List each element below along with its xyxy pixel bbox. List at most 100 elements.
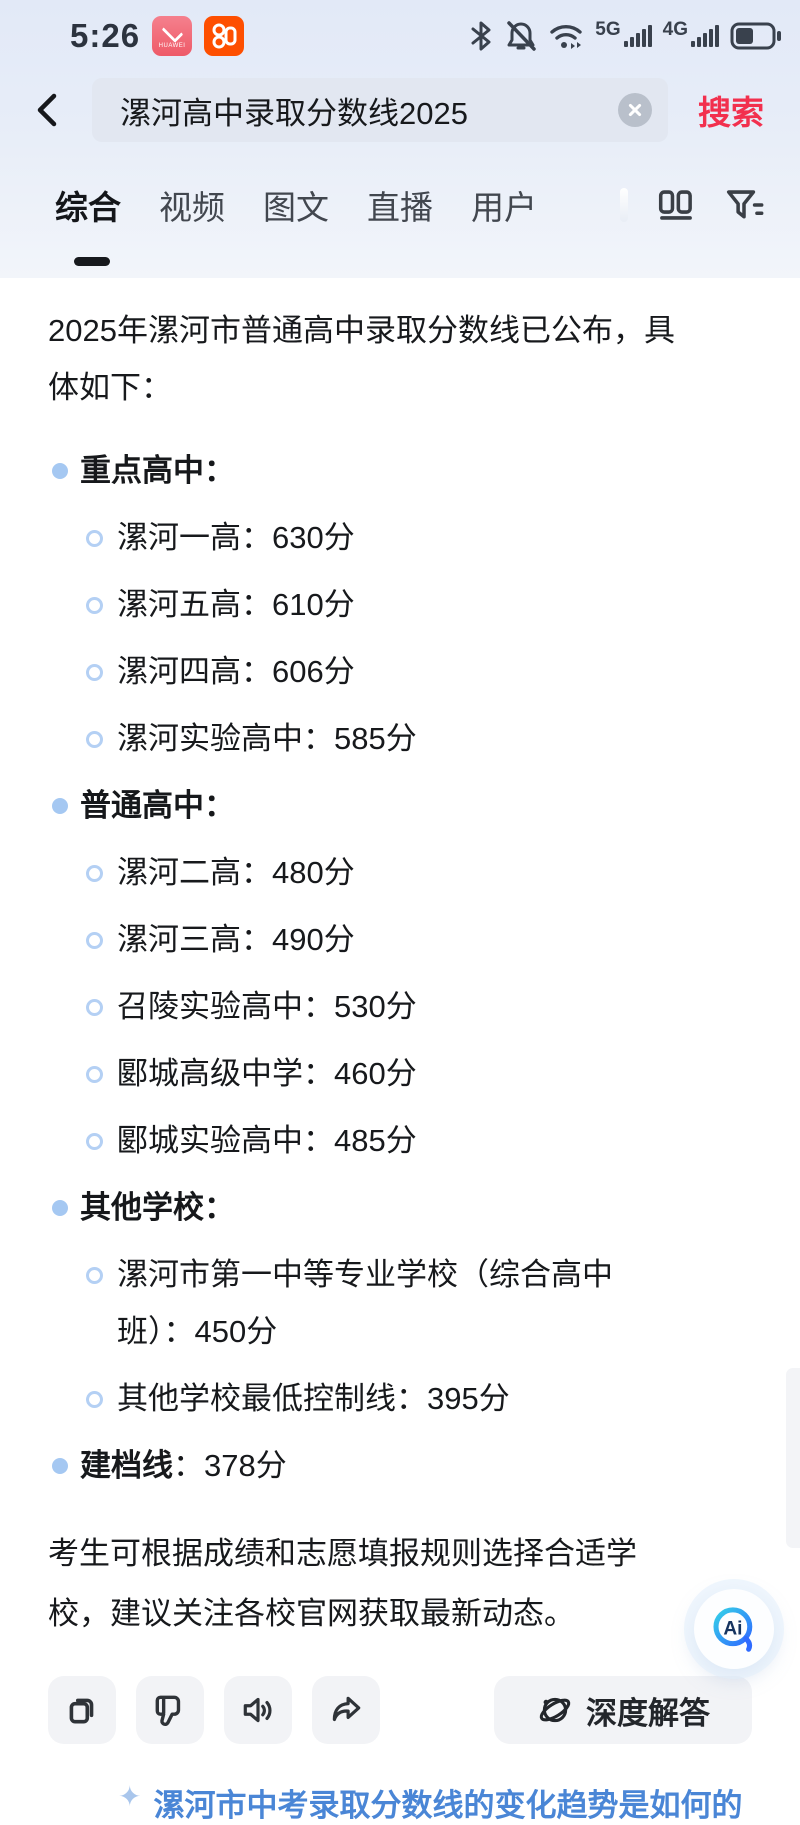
deep-answer-label: 深度解答 <box>586 1695 710 1731</box>
sparkle-icon: ✦ <box>118 1781 142 1812</box>
section-title: 普通高中： <box>80 788 235 823</box>
archive-line: 建档线 ：378分 <box>48 1437 752 1494</box>
deep-answer-button[interactable]: 深度解答 <box>494 1676 752 1744</box>
kuaishou-badge <box>204 16 245 56</box>
sub-bullet-icon <box>86 597 103 614</box>
faded-tab-hint <box>620 188 628 222</box>
atom-icon <box>539 1697 571 1723</box>
sub-bullet-icon <box>86 1066 103 1083</box>
tab-overall[interactable]: 综合 <box>55 189 121 226</box>
school-score: 郾城高级中学：460分 <box>117 1056 417 1091</box>
huawei-badge: HUAWEI <box>152 16 193 56</box>
sub-bullet-icon <box>86 1133 103 1150</box>
school-score: 漯河三高：490分 <box>117 922 355 957</box>
tab-imagetext[interactable]: 图文 <box>263 189 329 226</box>
sub-bullet-icon <box>86 731 103 748</box>
signal-5g: 5G <box>595 20 652 47</box>
header: 5:26 HUAWEI <box>0 0 800 278</box>
list-item: 郾城高级中学：460分 <box>48 1045 752 1102</box>
active-tab-underline <box>74 257 110 266</box>
thumbs-down-icon <box>155 1695 181 1726</box>
tab-bar: 综合 视频 图文 直播 用户 <box>0 158 800 278</box>
wifi-arrows-icon <box>571 42 582 49</box>
sub-bullet-icon <box>86 1391 103 1408</box>
copy-icon <box>69 1698 94 1724</box>
archive-label: 建档线 <box>80 1448 173 1483</box>
clear-icon[interactable] <box>618 93 652 127</box>
list-item: 漯河三高：490分 <box>48 911 752 968</box>
panels-icon[interactable] <box>656 185 696 225</box>
sub-bullet-icon <box>86 865 103 882</box>
answer-action-bar: 深度解答 <box>48 1676 752 1744</box>
list-item: 漯河一高：630分 <box>48 509 752 566</box>
ai-assistant-button[interactable]: Ai <box>694 1589 774 1669</box>
scrollbar[interactable] <box>786 1368 800 1548</box>
share-button[interactable] <box>312 1676 380 1744</box>
list-item: 漯河实验高中：585分 <box>48 710 752 767</box>
sub-bullet-icon <box>86 1267 103 1284</box>
answer-intro: 2025年漯河市普通高中录取分数线已公布，具体如下： <box>48 313 675 405</box>
filter-icon[interactable] <box>724 185 764 225</box>
status-bar: 5:26 HUAWEI <box>0 0 800 62</box>
section-regular-schools: 普通高中： <box>48 777 752 834</box>
tab-live[interactable]: 直播 <box>367 189 433 226</box>
school-score: 漯河五高：610分 <box>117 587 355 622</box>
list-item: 漯河四高：606分 <box>48 643 752 700</box>
section-other-schools: 其他学校： <box>48 1179 752 1236</box>
list-item: 漯河市第一中等专业学校（综合高中班）：450分 <box>48 1246 752 1360</box>
signal-4g: 4G <box>663 20 719 47</box>
school-score: 漯河四高：606分 <box>117 654 355 689</box>
list-item: 漯河二高：480分 <box>48 844 752 901</box>
school-score: 漯河实验高中：585分 <box>117 721 417 756</box>
bluetooth-icon <box>471 21 491 51</box>
section-title: 其他学校： <box>80 1190 235 1225</box>
dislike-button[interactable] <box>136 1676 204 1744</box>
wifi-icon <box>550 25 582 49</box>
school-score: 其他学校最低控制线：395分 <box>117 1381 510 1416</box>
kuaishou-icon <box>212 23 237 49</box>
search-input[interactable]: 漯河高中录取分数线2025 <box>92 78 668 142</box>
section-title: 重点高中： <box>80 453 235 488</box>
related-question-teaser[interactable]: ✦ 漯河市中考录取分数线的变化趋势是如何的 <box>118 1780 752 1825</box>
list-item: 漯河五高：610分 <box>48 576 752 633</box>
sub-bullet-icon <box>86 664 103 681</box>
copy-button[interactable] <box>48 1676 116 1744</box>
bullet-icon <box>52 798 68 814</box>
tab-user[interactable]: 用户 <box>471 189 537 226</box>
school-score: 召陵实验高中：530分 <box>117 989 417 1024</box>
network-4g-label: 4G <box>662 19 688 40</box>
speaker-icon <box>243 1697 272 1723</box>
tab-video[interactable]: 视频 <box>159 189 225 226</box>
school-score: 漯河一高：630分 <box>117 520 355 555</box>
bullet-icon <box>52 1458 68 1474</box>
sub-bullet-icon <box>86 932 103 949</box>
ai-logo-text: Ai <box>723 1619 742 1640</box>
archive-value: ：378分 <box>173 1448 287 1483</box>
huawei-chevron-icon <box>161 20 184 43</box>
back-icon[interactable] <box>26 88 70 132</box>
answer-footer: 考生可根据成绩和志愿填报规则选择合适学校，建议关注各校官网获取最新动态。 <box>48 1536 637 1631</box>
search-bar: 漯河高中录取分数线2025 搜索 <box>0 62 800 158</box>
section-key-schools: 重点高中： <box>48 442 752 499</box>
search-button[interactable]: 搜索 <box>698 94 764 131</box>
signal-bars-icon <box>623 25 652 47</box>
signal-bars-icon <box>691 25 719 47</box>
network-5g-label: 5G <box>595 19 621 40</box>
clock: 5:26 <box>70 17 141 54</box>
list-item: 召陵实验高中：530分 <box>48 978 752 1035</box>
school-score: 郾城实验高中：485分 <box>117 1123 417 1158</box>
sub-bullet-icon <box>86 999 103 1016</box>
school-score: 漯河市第一中等专业学校（综合高中班）：450分 <box>117 1257 613 1349</box>
related-question-text: 漯河市中考录取分数线的变化趋势是如何的 <box>153 1788 743 1823</box>
ai-answer-card: 2025年漯河市普通高中录取分数线已公布，具体如下： 重点高中： 漯河一高：63… <box>0 278 800 1825</box>
ai-logo-icon: Ai <box>713 1607 753 1652</box>
search-query-text: 漯河高中录取分数线2025 <box>120 95 468 131</box>
read-aloud-button[interactable] <box>224 1676 292 1744</box>
list-item: 郾城实验高中：485分 <box>48 1112 752 1169</box>
bullet-icon <box>52 463 68 479</box>
notifications-muted-icon <box>507 21 537 51</box>
sub-bullet-icon <box>86 530 103 547</box>
battery-icon <box>730 22 781 50</box>
list-item: 其他学校最低控制线：395分 <box>48 1370 752 1427</box>
bullet-icon <box>52 1200 68 1216</box>
